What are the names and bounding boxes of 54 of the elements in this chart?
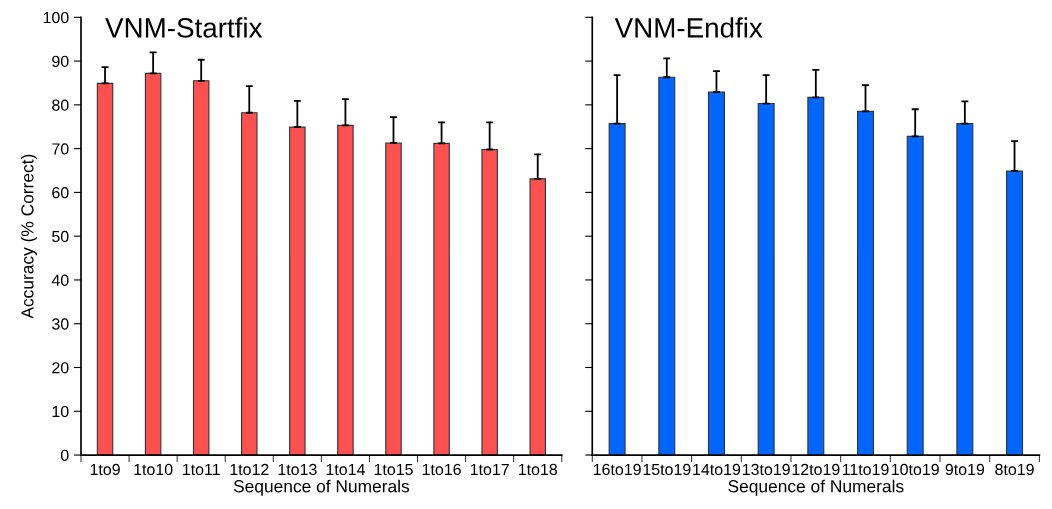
bar bbox=[608, 123, 626, 456]
x-tick-label: 1to13 bbox=[278, 463, 317, 476]
bar bbox=[956, 123, 974, 456]
bar bbox=[433, 142, 450, 456]
x-tick-label: 13to19 bbox=[742, 463, 790, 476]
x-tick-label: 11to19 bbox=[842, 463, 889, 476]
y-tick-label: 100 bbox=[43, 11, 69, 24]
bar bbox=[1006, 170, 1024, 456]
bar bbox=[906, 135, 924, 456]
bar bbox=[529, 178, 546, 456]
y-tick-label: 60 bbox=[52, 187, 69, 199]
y-tick-label: 40 bbox=[51, 274, 69, 286]
y-tick-label: 50 bbox=[52, 230, 69, 243]
x-tick-label: 1to14 bbox=[326, 463, 365, 476]
y-tick-label: 10 bbox=[52, 405, 69, 418]
chart-title: VNM-Startfix bbox=[105, 17, 263, 38]
bar bbox=[658, 76, 676, 456]
bar bbox=[144, 72, 162, 456]
bar bbox=[707, 91, 725, 456]
y-tick-label: 20 bbox=[52, 362, 69, 374]
bar bbox=[757, 102, 775, 456]
x-axis-title: Sequence of Numerals bbox=[728, 479, 904, 496]
y-tick-label: 90 bbox=[52, 55, 69, 68]
bar bbox=[481, 148, 498, 456]
bar bbox=[807, 96, 825, 456]
bar bbox=[289, 126, 306, 456]
bar bbox=[241, 112, 258, 456]
x-tick-label: 9to19 bbox=[945, 463, 985, 476]
y-tick-label: 30 bbox=[52, 318, 69, 330]
x-tick-label: 1to12 bbox=[230, 463, 269, 476]
bar bbox=[96, 82, 114, 456]
x-tick-label: 12to19 bbox=[792, 463, 840, 476]
x-tick-label: 1to10 bbox=[134, 463, 173, 476]
x-tick-label: 1to18 bbox=[518, 463, 558, 476]
bar bbox=[857, 110, 875, 456]
x-tick-label: 1to9 bbox=[90, 463, 120, 476]
x-tick-label: 16to19 bbox=[593, 463, 641, 476]
y-tick-label: 80 bbox=[52, 99, 69, 111]
chart-title: VNM-Endfix bbox=[614, 17, 763, 38]
y-tick-label: 70 bbox=[52, 143, 69, 155]
x-tick-label: 1to17 bbox=[470, 463, 509, 476]
x-tick-label: 8to19 bbox=[995, 463, 1034, 476]
x-tick-label: 1to11 bbox=[183, 463, 220, 476]
bar bbox=[192, 80, 210, 456]
x-tick-label: 10to19 bbox=[891, 463, 939, 476]
bar bbox=[385, 142, 402, 456]
y-axis-title: Accuracy (% Correct) bbox=[20, 154, 37, 319]
x-tick-label: 15to19 bbox=[643, 463, 691, 476]
y-tick-label: 0 bbox=[60, 449, 69, 461]
x-tick-label: 1to15 bbox=[374, 463, 413, 476]
bar bbox=[337, 124, 354, 456]
x-tick-label: 1to16 bbox=[422, 463, 461, 476]
x-axis-title: Sequence of Numerals bbox=[233, 479, 410, 496]
x-tick-label: 14to19 bbox=[693, 463, 741, 476]
